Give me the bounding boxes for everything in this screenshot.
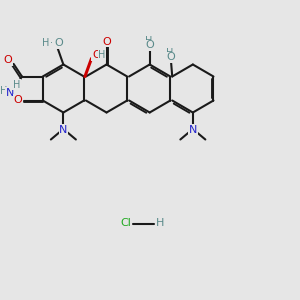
Text: O: O [92,50,100,61]
Text: ·: · [50,38,53,48]
Text: O: O [4,55,13,65]
Text: H: H [156,218,164,229]
Text: N: N [189,124,197,135]
Text: Cl: Cl [120,218,131,229]
Text: O: O [54,38,63,48]
Text: N: N [59,124,68,135]
Text: O: O [145,40,154,50]
Text: N: N [6,88,14,98]
Text: H: H [167,48,174,58]
Text: H: H [98,50,106,60]
Text: H: H [146,36,153,46]
Text: H: H [0,86,8,97]
Text: O: O [14,95,22,105]
Text: H: H [42,38,49,48]
Text: O: O [167,52,175,62]
Text: H: H [13,80,20,90]
Text: O: O [102,37,111,47]
